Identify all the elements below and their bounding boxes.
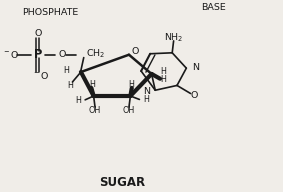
Text: O: O xyxy=(59,50,66,59)
Text: CH$_2$: CH$_2$ xyxy=(86,48,105,60)
Text: H: H xyxy=(160,68,166,76)
Text: PHOSPHATE: PHOSPHATE xyxy=(22,8,78,17)
Text: P: P xyxy=(34,48,43,61)
Text: SUGAR: SUGAR xyxy=(99,176,145,189)
Text: NH$_2$: NH$_2$ xyxy=(164,31,184,44)
Text: OH: OH xyxy=(89,106,101,115)
Text: H: H xyxy=(128,80,134,89)
Text: BASE: BASE xyxy=(201,3,226,12)
Text: H: H xyxy=(67,81,73,89)
Text: H: H xyxy=(160,75,166,84)
Text: O: O xyxy=(191,91,198,100)
Text: N: N xyxy=(143,87,150,96)
Text: OH: OH xyxy=(123,106,135,115)
Text: O: O xyxy=(131,47,139,56)
Text: N: N xyxy=(192,63,199,72)
Text: O: O xyxy=(35,29,42,38)
Text: H: H xyxy=(63,66,69,74)
Text: H: H xyxy=(143,95,149,104)
Text: H: H xyxy=(89,80,95,89)
Text: H: H xyxy=(75,96,81,105)
Text: $^-$O: $^-$O xyxy=(32,70,50,81)
Text: $^-$O: $^-$O xyxy=(3,49,20,60)
